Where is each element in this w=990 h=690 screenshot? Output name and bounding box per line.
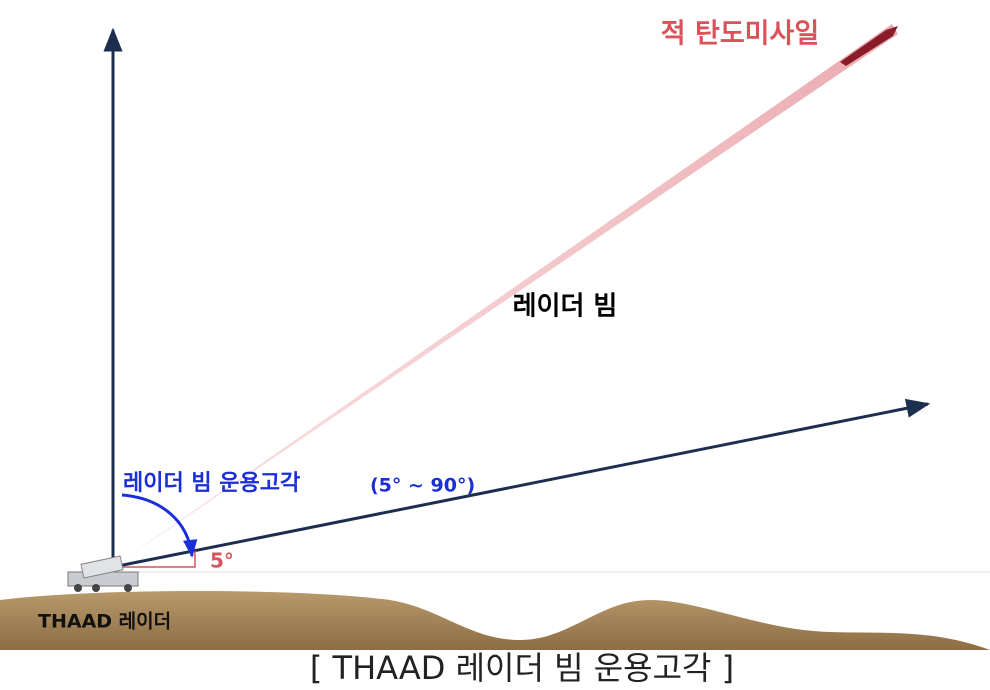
missile-label: 적 탄도미사일	[661, 19, 819, 50]
missile	[840, 26, 898, 66]
diagram: 적 탄도미사일 레이더 빔 레이더 빔 운용고각 (5° ~ 90°) 5° T…	[0, 0, 990, 690]
elevation-range: (5° ~ 90°)	[370, 475, 475, 497]
beam-label: 레이더 빔	[513, 292, 618, 322]
elevation-arc	[122, 495, 192, 556]
min-angle-label: 5°	[210, 549, 234, 573]
radar-label: THAAD 레이더	[38, 611, 171, 633]
radar-vehicle	[68, 556, 138, 592]
elevation-label: 레이더 빔 운용고각	[123, 471, 300, 496]
caption: [ THAAD 레이더 빔 운용고각 ]	[310, 649, 734, 687]
